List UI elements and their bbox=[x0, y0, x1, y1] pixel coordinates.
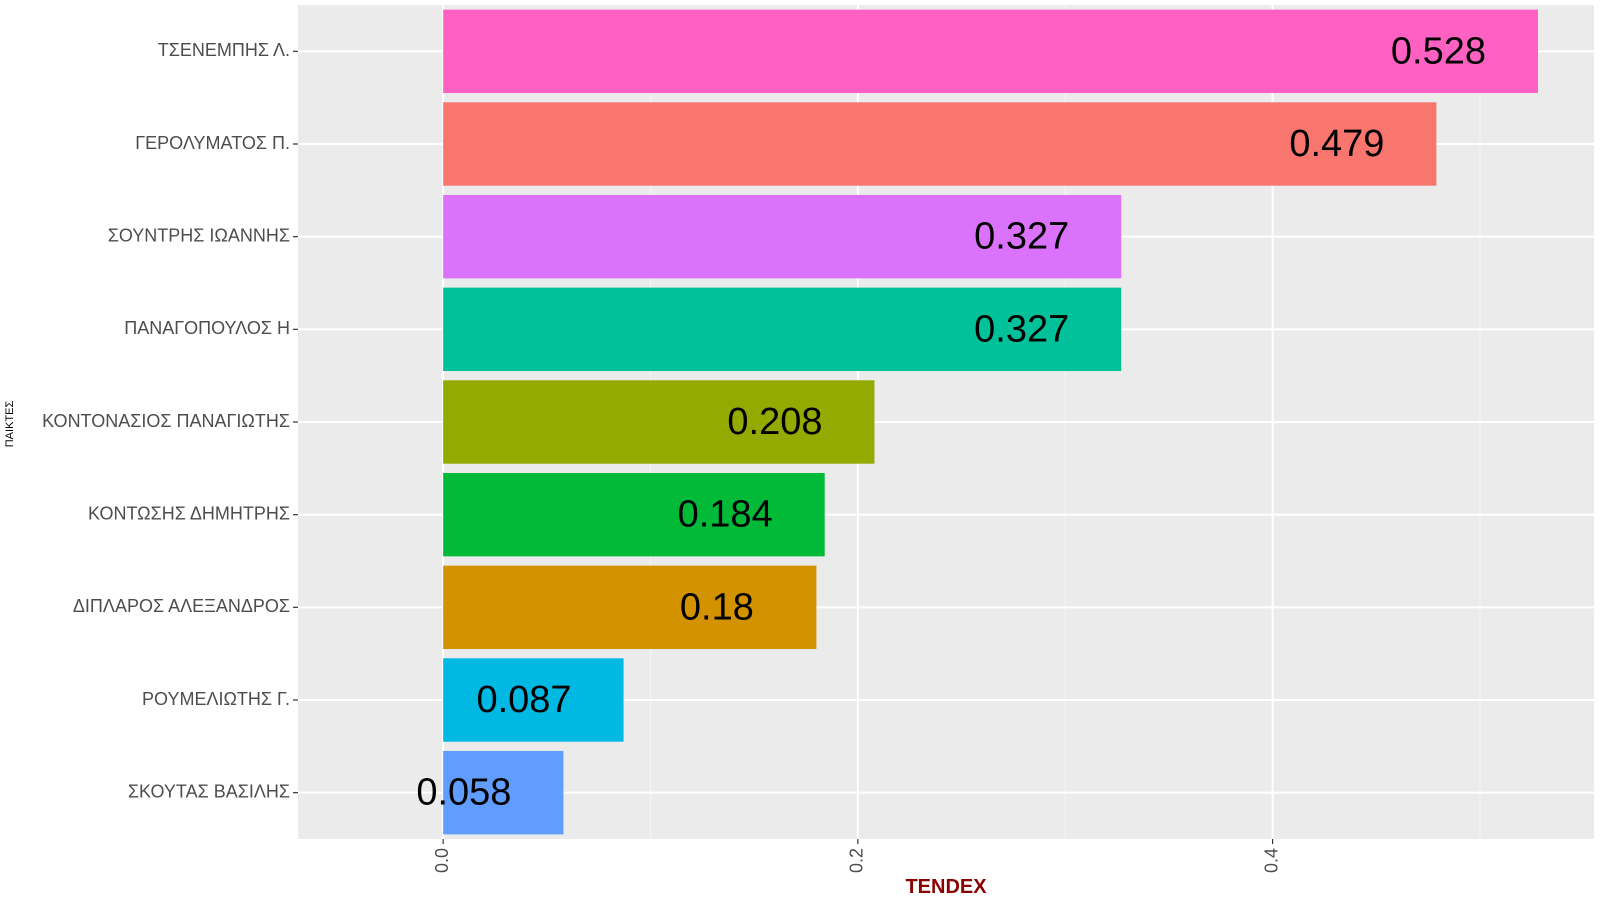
bar bbox=[443, 194, 1122, 279]
bar bbox=[443, 9, 1539, 94]
x-tick-label: 0.4 bbox=[1261, 848, 1281, 873]
y-tick-label: ΡΟΥΜΕΛΙΩΤΗΣ Γ. bbox=[142, 689, 290, 709]
x-axis: 0.0 0.2 0.4 bbox=[432, 839, 1281, 873]
bar-value-label: 0.087 bbox=[476, 679, 571, 721]
y-tick-label: ΓΕΡΟΛΥΜΑΤΟΣ Π. bbox=[135, 133, 290, 153]
bars-group bbox=[443, 9, 1539, 835]
bar-value-label: 0.528 bbox=[1391, 30, 1486, 72]
bar-value-label: 0.479 bbox=[1289, 123, 1384, 165]
bar bbox=[443, 565, 817, 650]
y-axis: ΤΣΕΝΕΜΠΗΣ Λ. ΓΕΡΟΛΥΜΑΤΟΣ Π. ΣΟΥΝΤΡΗΣ ΙΩΑΝΝ… bbox=[42, 40, 298, 801]
bar-value-label: 0.058 bbox=[416, 772, 511, 814]
x-axis-title: TENDEX bbox=[905, 876, 987, 898]
bar-value-label: 0.327 bbox=[974, 308, 1069, 350]
bar bbox=[443, 102, 1437, 186]
y-tick-label: ΣΚΟΥΤΑΣ ΒΑΣΙΛΗΣ bbox=[128, 781, 290, 801]
x-tick-label: 0.0 bbox=[432, 848, 452, 873]
x-tick-label: 0.2 bbox=[847, 848, 867, 873]
bar bbox=[443, 472, 825, 557]
y-tick-label: ΣΟΥΝΤΡΗΣ ΙΩΑΝΝΗΣ bbox=[108, 225, 290, 245]
bar-value-label: 0.327 bbox=[974, 216, 1069, 258]
bar bbox=[443, 380, 875, 464]
y-tick-label: ΚΟΝΤΟΝΑΣΙΟΣ ΠΑΝΑΓΙΩΤΗΣ bbox=[42, 411, 290, 431]
bar-value-label: 0.184 bbox=[678, 494, 773, 536]
bar-labels-group: 0.528 0.479 0.327 0.327 0.208 0.184 0.18 0.087 0… bbox=[416, 30, 1486, 813]
bar-value-label: 0.208 bbox=[727, 401, 822, 443]
bar bbox=[443, 287, 1122, 372]
bar bbox=[443, 658, 624, 742]
bar-value-label: 0.18 bbox=[680, 586, 754, 628]
y-tick-label: ΠΑΝΑΓΟΠΟΥΛΟΣ Η bbox=[124, 318, 290, 338]
bar bbox=[443, 750, 564, 835]
y-tick-label: ΚΟΝΤΩΣΗΣ ΔΗΜΗΤΡΗΣ bbox=[88, 503, 290, 523]
y-tick-label: ΔΙΠΛΑΡΟΣ ΑΛΕΞΑΝΔΡΟΣ bbox=[73, 596, 290, 616]
y-tick-label: ΤΣΕΝΕΜΠΗΣ Λ. bbox=[158, 40, 290, 60]
y-axis-title: ΠΑΙΚΤΕΣ bbox=[4, 401, 16, 448]
